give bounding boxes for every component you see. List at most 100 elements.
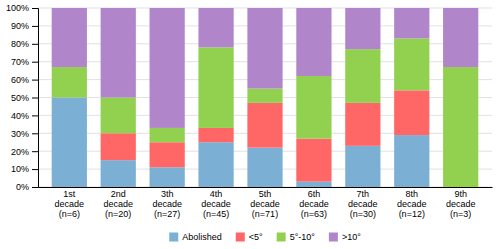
- tick-mark: [32, 44, 38, 45]
- legend-label: >10°: [342, 232, 361, 242]
- tick-mark: [32, 62, 38, 63]
- tick-label: 0%: [16, 182, 29, 192]
- tick: 0%: [16, 182, 38, 192]
- legend-label: 5°-10°: [290, 232, 316, 242]
- bar-segment: [247, 103, 282, 148]
- legend-label: <5°: [249, 232, 263, 242]
- tick-label: 2nddecade(n=20): [103, 189, 133, 219]
- tick: 20%: [11, 147, 38, 157]
- bar-segment: [394, 8, 429, 38]
- tick-mark: [32, 80, 38, 81]
- tick: 70%: [11, 57, 38, 67]
- tick-label: 10%: [11, 164, 29, 174]
- tick-label: 80%: [11, 39, 29, 49]
- tick-label: 70%: [11, 57, 29, 67]
- tick-mark: [32, 98, 38, 99]
- tick-label: 1stdecade(n=6): [55, 189, 85, 219]
- bar-segment: [443, 67, 478, 187]
- bar-segment: [296, 182, 331, 187]
- legend-swatch: [236, 233, 245, 242]
- tick-label: 4thdecade(n=45): [201, 189, 231, 219]
- tick: 100%: [6, 3, 38, 13]
- tick: 2nddecade(n=20): [103, 189, 133, 219]
- bar-segment: [296, 139, 331, 182]
- tick-mark: [32, 8, 38, 9]
- bar-segment: [394, 90, 429, 135]
- bar-segment: [198, 47, 233, 128]
- tick: 3thdecade(n=27): [152, 189, 182, 219]
- legend-item: >10°: [329, 232, 361, 242]
- bar-segment: [101, 8, 136, 98]
- tick-label: 60%: [11, 75, 29, 85]
- legend-item: Abolished: [169, 232, 222, 242]
- bar-segment: [247, 89, 282, 103]
- bar-segment: [52, 67, 87, 97]
- tick: 7thdecade(n=30): [348, 189, 378, 219]
- series: [52, 98, 430, 188]
- bar-segment: [345, 146, 380, 187]
- bar-segment: [150, 8, 185, 128]
- tick-mark: [32, 133, 38, 134]
- bar-segment: [101, 133, 136, 160]
- tick-label: 3thdecade(n=27): [152, 189, 182, 219]
- tick: 90%: [11, 21, 38, 31]
- legend-swatch: [277, 233, 286, 242]
- tick: 5thdecade(n=71): [250, 189, 280, 219]
- bar-segment: [198, 142, 233, 187]
- bar-segment: [150, 142, 185, 167]
- tick: 8thdecade(n=12): [397, 189, 427, 219]
- bar-segment: [150, 128, 185, 142]
- tick-label: 50%: [11, 93, 29, 103]
- tick: 4thdecade(n=45): [201, 189, 231, 219]
- tick: 6thdecade(n=63): [299, 189, 329, 219]
- tick-mark: [32, 169, 38, 170]
- bar-segment: [394, 38, 429, 90]
- tick: 1stdecade(n=6): [55, 189, 85, 219]
- axis-line: [39, 187, 493, 188]
- legend: Abolished <5° 5°-10° >10°: [169, 232, 361, 242]
- bar-segment: [394, 135, 429, 187]
- bar-segment: [345, 103, 380, 146]
- tick-mark: [32, 151, 38, 152]
- bar-segment: [247, 148, 282, 187]
- tick: 60%: [11, 75, 38, 85]
- tick: 10%: [11, 164, 38, 174]
- tick-label: 5thdecade(n=71): [250, 189, 280, 219]
- bar-segment: [345, 8, 380, 49]
- plot: 0% 10% 20% 30% 40% 50% 60% 70% 80% 90% 100% 1stdeca…: [6, 3, 493, 219]
- tick: 40%: [11, 111, 38, 121]
- tick-mark: [32, 115, 38, 116]
- legend-swatch: [329, 233, 338, 242]
- tick-label: 40%: [11, 111, 29, 121]
- bars: [52, 8, 479, 187]
- tick-label: 8thdecade(n=12): [397, 189, 427, 219]
- bar-segment: [52, 98, 87, 188]
- tick: 80%: [11, 39, 38, 49]
- tick-label: 7thdecade(n=30): [348, 189, 378, 219]
- x-axis: 1stdecade(n=6) 2nddecade(n=20) 3thdecade(n…: [39, 188, 493, 220]
- bar-segment: [101, 98, 136, 134]
- tick-label: 6thdecade(n=63): [299, 189, 329, 219]
- axis-line: [32, 9, 39, 188]
- tick-label: 30%: [11, 129, 29, 139]
- tick: 30%: [11, 129, 38, 139]
- tick: 50%: [11, 93, 38, 103]
- bar-segment: [296, 76, 331, 139]
- bar-segment: [198, 8, 233, 47]
- grid: [38, 8, 492, 187]
- tick-mark: [32, 187, 38, 188]
- bar-segment: [198, 128, 233, 142]
- legend-swatch: [169, 233, 178, 242]
- bar-segment: [443, 8, 478, 67]
- bar-segment: [345, 49, 380, 103]
- legend-item: 5°-10°: [277, 232, 316, 242]
- bar-segment: [247, 8, 282, 89]
- chart: 0% 10% 20% 30% 40% 50% 60% 70% 80% 90% 100% 1stdeca…: [0, 0, 500, 249]
- bar-segment: [150, 167, 185, 187]
- legend-item: <5°: [236, 232, 263, 242]
- tick-label: 90%: [11, 21, 29, 31]
- tick: 9thdecade(n=3): [446, 189, 476, 219]
- tick-label: 100%: [6, 3, 29, 13]
- legend-label: Abolished: [182, 232, 222, 242]
- bar-segment: [52, 8, 87, 67]
